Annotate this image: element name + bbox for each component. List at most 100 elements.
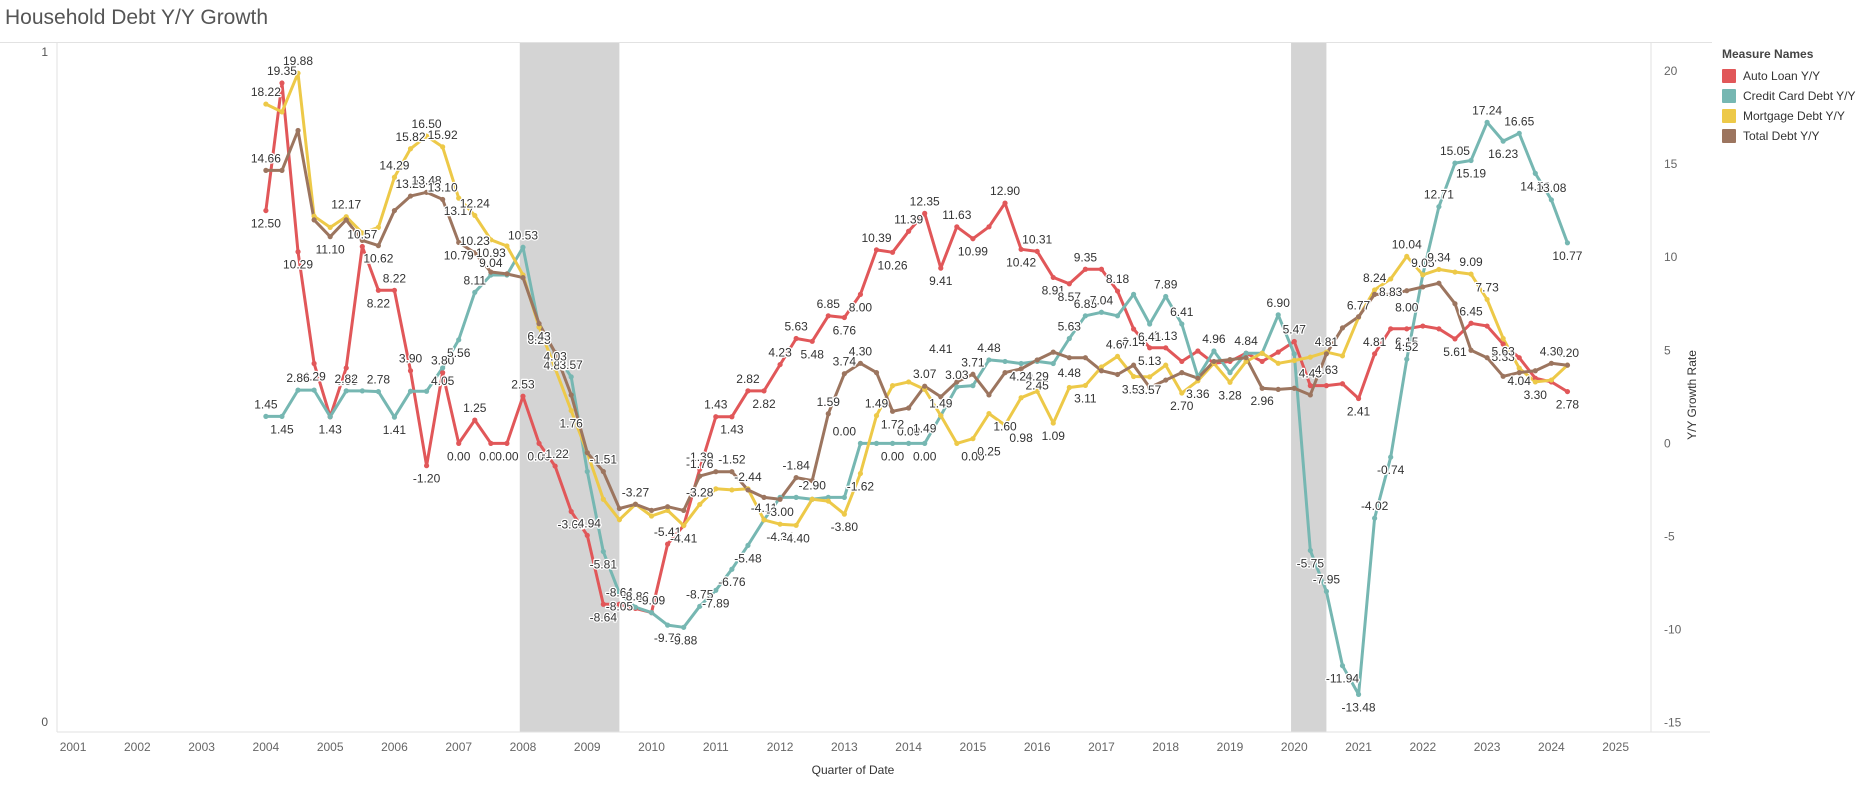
- data-label: 4.48: [977, 341, 1001, 355]
- data-point: [1484, 296, 1490, 303]
- data-point: [1564, 362, 1571, 368]
- data-point: [423, 133, 430, 139]
- data-label: -4.41: [670, 531, 698, 545]
- data-point: [1388, 276, 1394, 282]
- chart-frame: 1 0: [41, 43, 1710, 733]
- data-point: [1147, 374, 1153, 380]
- data-label: 1.41: [383, 423, 407, 437]
- data-point: [552, 349, 558, 356]
- data-point: [1179, 358, 1185, 365]
- data-point: [1275, 349, 1281, 355]
- data-point: [295, 70, 301, 76]
- data-point: [1372, 291, 1378, 297]
- data-label: 10.79: [444, 248, 474, 262]
- data-label: 3.74: [833, 355, 857, 369]
- data-point: [873, 413, 880, 419]
- data-point: [568, 407, 574, 414]
- data-point: [279, 109, 285, 115]
- data-label: -9.09: [638, 594, 666, 608]
- legend-swatch: [1722, 69, 1736, 83]
- data-point: [568, 374, 574, 380]
- data-point: [1323, 351, 1330, 357]
- data-point: [889, 249, 896, 255]
- data-label: 17.24: [1472, 103, 1502, 117]
- left-axis-tick-label: 1: [41, 45, 48, 59]
- y-axis-title: Y/Y Growth Rate: [1685, 350, 1699, 440]
- data-point: [1500, 373, 1506, 379]
- data-label: 3.30: [1524, 388, 1548, 402]
- data-label: 3.36: [1186, 387, 1210, 401]
- data-point: [1147, 345, 1153, 351]
- data-point: [1114, 313, 1121, 319]
- data-point: [1452, 301, 1458, 307]
- data-label: 15.92: [428, 128, 458, 142]
- data-point: [1355, 395, 1362, 402]
- data-point: [841, 314, 847, 321]
- data-point: [938, 413, 944, 419]
- data-label: 3.28: [1218, 388, 1242, 402]
- data-point: [504, 271, 510, 277]
- data-label: 10.93: [476, 246, 506, 260]
- data-point: [1147, 321, 1153, 327]
- data-point: [954, 379, 960, 385]
- data-point: [600, 601, 606, 607]
- data-point: [456, 440, 462, 446]
- data-point: [407, 193, 414, 199]
- legend-item-mortgage[interactable]: Mortgage Debt Y/Y: [1722, 106, 1856, 126]
- data-label: 2.45: [1026, 379, 1050, 393]
- data-label: 1.49: [865, 397, 889, 411]
- legend-item-credit-card[interactable]: Credit Card Debt Y/Y: [1722, 86, 1856, 106]
- x-tick-label: 2016: [1024, 740, 1051, 754]
- data-point: [1034, 357, 1040, 363]
- data-point: [423, 189, 430, 195]
- data-point: [1355, 314, 1362, 320]
- data-label: 6.41: [1138, 330, 1162, 344]
- data-point: [729, 566, 735, 572]
- data-point: [488, 237, 494, 243]
- x-tick-label: 2009: [574, 740, 601, 754]
- data-point: [1404, 253, 1410, 260]
- data-label: 4.48: [1058, 366, 1082, 380]
- data-label: 6.76: [833, 323, 857, 337]
- data-label: 14.29: [379, 158, 409, 172]
- data-label: 2.82: [335, 372, 359, 386]
- data-point: [1163, 293, 1169, 300]
- data-point: [279, 167, 285, 173]
- data-label: 9.35: [1074, 250, 1098, 264]
- data-point: [1564, 388, 1571, 395]
- data-point: [1548, 360, 1554, 366]
- data-point: [954, 440, 960, 446]
- data-point: [777, 361, 783, 368]
- legend-item-auto-loan[interactable]: Auto Loan Y/Y: [1722, 66, 1856, 86]
- legend-label: Auto Loan Y/Y: [1743, 69, 1821, 83]
- data-point: [1034, 248, 1040, 254]
- data-label: 1.60: [993, 420, 1017, 434]
- data-point: [1532, 368, 1538, 374]
- x-tick-label: 2018: [1152, 740, 1179, 754]
- data-point: [1484, 355, 1490, 361]
- data-point: [1516, 355, 1522, 361]
- legend-item-total-debt[interactable]: Total Debt Y/Y: [1722, 126, 1856, 146]
- x-tick-label: 2022: [1409, 740, 1436, 754]
- data-point: [745, 388, 751, 394]
- x-tick-label: 2013: [831, 740, 858, 754]
- x-tick-label: 2001: [60, 740, 87, 754]
- x-tick-label: 2020: [1281, 740, 1308, 754]
- data-label: 10.39: [861, 231, 891, 245]
- data-point: [1227, 356, 1233, 363]
- data-label: 4.88: [543, 358, 567, 372]
- data-label: -4.94: [574, 516, 602, 530]
- data-point: [263, 413, 269, 419]
- data-point: [1130, 373, 1137, 380]
- data-point: [536, 440, 542, 446]
- data-point: [1420, 323, 1426, 329]
- data-label: 14.66: [251, 151, 281, 165]
- data-point: [954, 384, 960, 390]
- x-tick-label: 2025: [1602, 740, 1629, 754]
- data-label: -1.84: [782, 459, 810, 473]
- data-point: [1082, 313, 1088, 319]
- y-tick-label: -10: [1664, 623, 1682, 637]
- data-point: [1500, 335, 1506, 342]
- data-point: [456, 337, 462, 343]
- x-tick-label: 2019: [1217, 740, 1244, 754]
